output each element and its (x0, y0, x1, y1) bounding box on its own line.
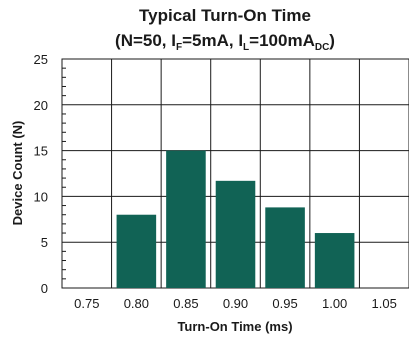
bars (116, 150, 355, 288)
x-tick-label: 0.95 (272, 296, 297, 311)
y-tick-label: 0 (41, 281, 48, 296)
chart-subtitle: (N=50, IF=5mA, IL=100mADC) (115, 31, 335, 53)
grid (61, 58, 409, 289)
y-tick-label: 15 (34, 144, 48, 159)
x-tick-label: 0.75 (74, 296, 99, 311)
x-tick-label: 1.05 (372, 296, 397, 311)
bar (314, 233, 355, 288)
bar (265, 207, 305, 288)
bar (166, 150, 206, 288)
subtitle-text: =100mA (249, 31, 315, 50)
subtitle-text: (N=50, I (115, 31, 176, 50)
y-tick-label: 25 (34, 52, 48, 67)
subtitle-text: ) (329, 31, 335, 50)
subtitle-subscript: DC (315, 42, 329, 53)
y-tick-label: 5 (41, 235, 48, 250)
x-tick-labels: 0.75 0.80 0.85 0.90 0.95 1.00 1.05 (74, 296, 397, 311)
y-axis-label: Device Count (N) (10, 121, 25, 226)
x-tick-label: 0.80 (124, 296, 149, 311)
x-axis-label: Turn-On Time (ms) (177, 319, 292, 334)
x-tick-label: 0.90 (223, 296, 248, 311)
x-tick-label: 0.85 (173, 296, 198, 311)
y-tick-label: 10 (34, 189, 48, 204)
y-tick-label: 20 (34, 98, 48, 113)
bar (116, 214, 157, 288)
subtitle-subscript: F (176, 42, 182, 53)
subtitle-text: =5mA, I (182, 31, 243, 50)
y-tick-labels: 0 5 10 15 20 25 (34, 52, 48, 296)
x-tick-label: 1.00 (322, 296, 347, 311)
bar (215, 180, 256, 288)
chart-title: Typical Turn-On Time (139, 6, 311, 25)
subtitle-subscript: L (243, 42, 249, 53)
